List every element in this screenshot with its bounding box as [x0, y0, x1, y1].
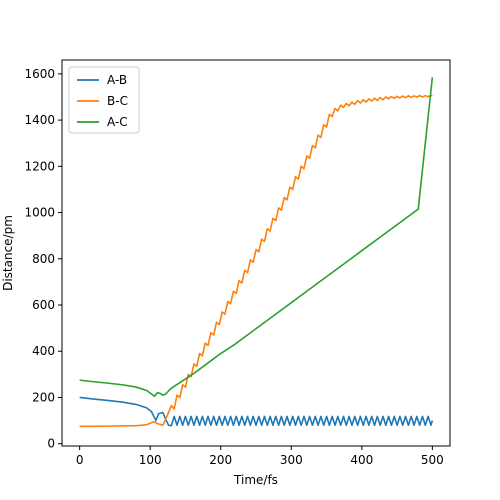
y-axis-label: Distance/pm — [1, 215, 15, 291]
legend-frame — [68, 66, 140, 134]
y-tick-label: 1400 — [24, 113, 55, 127]
y-tick-label: 0 — [47, 437, 55, 451]
x-axis-label: Time/fs — [233, 473, 278, 487]
x-tick-label: 400 — [350, 453, 373, 467]
legend-label-a-b: A-B — [107, 73, 127, 87]
legend-label-b-c: B-C — [107, 94, 128, 108]
y-tick-label: 1600 — [24, 67, 55, 81]
x-tick-label: 200 — [209, 453, 232, 467]
y-tick-label: 1200 — [24, 159, 55, 173]
y-tick-label: 600 — [32, 298, 55, 312]
y-tick-label: 1000 — [24, 206, 55, 220]
y-tick-label: 400 — [32, 344, 55, 358]
x-tick-label: 100 — [139, 453, 162, 467]
y-tick-label: 800 — [32, 252, 55, 266]
series-line-a-b — [79, 396, 434, 427]
y-tick-label: 200 — [32, 390, 55, 404]
series-layer — [79, 77, 434, 428]
axes-frame — [61, 59, 451, 447]
x-tick-label: 0 — [76, 453, 84, 467]
axes-layer: 0 100 200 300 400 500 0 200 400 600 800 1000 1200 140… — [1, 59, 451, 487]
legend-label-a-c: A-C — [107, 115, 128, 129]
x-tick-label: 300 — [280, 453, 303, 467]
series-line-a-c — [79, 77, 434, 398]
x-tick-label: 500 — [421, 453, 444, 467]
legend: A-B B-C A-C — [68, 66, 140, 134]
